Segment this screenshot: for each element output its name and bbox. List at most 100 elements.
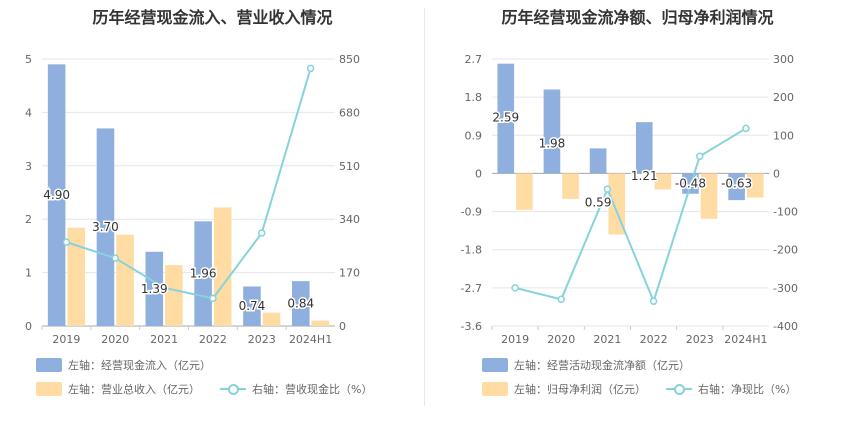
x-tick-label: 2019	[501, 333, 529, 346]
legend-row-1: 左轴：经营活动现金流净额（亿元）	[482, 357, 710, 373]
data-label: -0.48	[675, 176, 706, 190]
legend-item-revenue[interactable]: 左轴：营业总收入（亿元）	[36, 381, 200, 397]
y-tick-label-left: 0	[475, 167, 482, 180]
legend-label: 左轴：经营现金流入（亿元）	[68, 359, 211, 372]
line-point	[111, 254, 119, 262]
legend-line-swatch	[666, 382, 692, 396]
y-tick-label-right: -200	[773, 244, 798, 257]
legend-item-net-cash-ratio[interactable]: 右轴：净现比（%）	[666, 381, 796, 397]
legend-swatch	[36, 382, 62, 396]
bar	[516, 173, 533, 210]
line-point	[62, 238, 71, 246]
x-tick-label: 2023	[248, 333, 276, 346]
line-point	[209, 294, 217, 303]
bar	[497, 63, 515, 174]
chart-panel-cash-inflow: 历年经营现金流入、营业收入情况 0 1 2 3 4 5 0 170 340 510 680 850 20…	[25, 8, 392, 397]
x-tick-label: 2024H1	[724, 333, 767, 346]
panel-divider	[424, 8, 425, 406]
y-tick-label-right: 850	[339, 53, 360, 66]
bar	[145, 251, 164, 326]
bar	[165, 265, 183, 326]
bar	[213, 207, 232, 326]
legend-item-net-profit[interactable]: 左轴：归母净利润（亿元）	[482, 381, 646, 397]
bar	[700, 173, 718, 219]
y-tick-label-left: 0.9	[465, 129, 483, 142]
line-point	[557, 295, 565, 304]
bar	[635, 122, 653, 174]
bar	[311, 320, 330, 326]
legend-swatch	[36, 358, 62, 372]
y-tick-label-left: 2.7	[465, 53, 483, 66]
x-tick-label: 2019	[52, 333, 80, 346]
bar	[654, 173, 672, 190]
y-tick-label-left: 4	[25, 106, 32, 119]
x-tick-label: 2022	[199, 333, 227, 346]
y-tick-label-right: 0	[773, 167, 780, 180]
legend-item-net-cash[interactable]: 左轴：经营活动现金流净额（亿元）	[482, 357, 690, 373]
y-tick-label-left: -0.9	[461, 206, 482, 219]
bar	[67, 227, 85, 326]
bar	[292, 281, 310, 326]
line-point	[511, 284, 519, 292]
y-tick-label-right: -400	[773, 320, 798, 333]
x-tick-label: 2021	[150, 333, 178, 346]
bar	[194, 221, 212, 326]
data-label: 1.98	[539, 137, 566, 151]
bar	[243, 286, 261, 326]
data-label: 1.21	[631, 169, 658, 183]
line-point	[649, 297, 658, 305]
legend-line-swatch	[220, 382, 246, 396]
legend-label: 左轴：营业总收入（亿元）	[68, 383, 200, 396]
y-tick-label-right: 300	[773, 53, 794, 66]
line-point	[742, 124, 750, 133]
legend-row-2: 左轴：营业总收入（亿元） 右轴：营收现金比（%）	[36, 381, 392, 397]
y-tick-label-right: 100	[773, 129, 794, 142]
legend-label: 左轴：归母净利润（亿元）	[514, 383, 646, 396]
legend-swatch	[482, 382, 508, 396]
data-label: 0.59	[585, 195, 612, 209]
y-tick-label-right: 680	[339, 106, 360, 119]
legend-swatch	[482, 358, 508, 372]
bar	[116, 234, 134, 326]
y-tick-label-left: -3.6	[461, 320, 482, 333]
x-tick-label: 2024H1	[289, 333, 332, 346]
bar	[562, 173, 579, 199]
y-tick-label-left: 1.8	[465, 91, 483, 104]
bar	[589, 148, 607, 174]
bar	[47, 64, 66, 326]
line-point	[696, 152, 704, 161]
y-tick-label-right: -300	[773, 282, 798, 295]
legend-label: 右轴：营收现金比（%）	[252, 383, 373, 396]
y-tick-label-left: 0	[25, 320, 32, 333]
line-point	[603, 185, 612, 193]
bar	[746, 173, 764, 198]
x-tick-label: 2022	[640, 333, 668, 346]
series-line	[514, 127, 747, 305]
x-tick-label: 2020	[101, 333, 129, 346]
bar	[96, 128, 115, 326]
x-tick-label: 2020	[547, 333, 575, 346]
bar	[543, 89, 561, 174]
chart-panel-net-cash: 历年经营现金流净额、归母净利润情况 -3.6 -2.7 -1.8 -0.9 0 0.9 1.…	[425, 0, 850, 437]
y-tick-label-left: -2.7	[461, 282, 482, 295]
y-tick-label-right: 340	[339, 213, 360, 226]
data-label: 2.59	[492, 111, 519, 125]
data-label: 1.39	[141, 282, 168, 296]
y-tick-label-left: -1.8	[461, 244, 482, 257]
y-tick-label-right: 200	[773, 91, 794, 104]
legend-label: 右轴：净现比（%）	[698, 383, 797, 396]
chart-canvas: -3.6 -2.7 -1.8 -0.9 0 0.9 1.8 2.7 -400 -300 -200 -1…	[461, 53, 798, 346]
data-label: -0.63	[721, 176, 752, 190]
y-tick-label-left: 3	[25, 160, 32, 173]
chart-title: 历年经营现金流入、营业收入情况	[92, 8, 333, 27]
y-tick-label-left: 1	[25, 267, 32, 280]
data-label: 0.84	[287, 297, 314, 311]
bar	[728, 173, 745, 201]
line-point	[258, 229, 266, 237]
data-label: 4.90	[43, 188, 70, 202]
chart-title: 历年经营现金流净额、归母净利润情况	[501, 8, 774, 27]
legend-item-cash-inflow[interactable]: 左轴：经营现金流入（亿元）	[36, 357, 211, 373]
line-point	[306, 64, 315, 73]
y-tick-label-left: 5	[25, 53, 32, 66]
legend-item-cash-ratio[interactable]: 右轴：营收现金比（%）	[220, 381, 372, 397]
